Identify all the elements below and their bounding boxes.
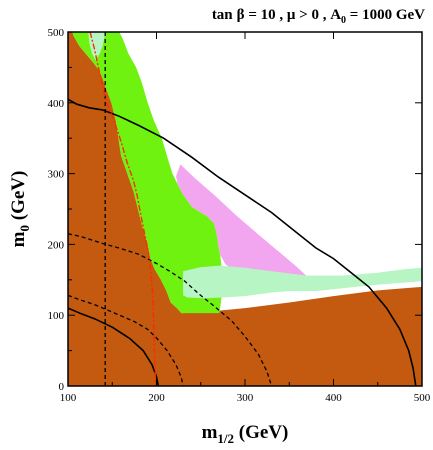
title-eq1: = 10 , [245,7,287,23]
x-tick-label-300: 300 [237,392,254,404]
y-tick-label-500: 500 [48,27,65,39]
x-axis-label-sub: 1/2 [217,431,234,446]
x-axis-label-unit: (GeV) [234,422,288,443]
plot-area [68,32,422,386]
title-beta: β [237,7,245,23]
y-tick-label-0: 0 [59,381,65,393]
y-tick-label-400: 400 [48,98,65,110]
x-tick-label-400: 400 [325,392,342,404]
title-eq2: = 1000 GeV [346,7,425,23]
y-axis-label-main: m [8,231,29,247]
dashed-contour-upper [68,233,273,386]
light-green-band [183,265,422,299]
dashed-contour-lower [68,294,184,386]
x-axis-label: m1/2 (GeV) [202,422,289,446]
y-axis-label: m0 (GeV) [8,171,32,248]
red-dashdot-contour [89,32,157,386]
x-tick-label-500: 500 [414,392,431,404]
light-green-top-sliver [88,32,106,61]
title-mu: μ [287,7,296,23]
y-axis-label-sub: 0 [17,225,32,232]
black-contour-upper [68,98,417,386]
x-tick-label-100: 100 [60,392,77,404]
y-tick-label-300: 300 [48,169,65,181]
x-tick-label-200: 200 [148,392,165,404]
chart-title: tan β = 10 , μ > 0 , A0 = 1000 GeV [212,7,425,26]
title-gt: > 0 , A [295,7,341,23]
y-tick-label-200: 200 [48,239,65,251]
brown-excluded-region [68,32,422,386]
green-band-region [68,32,223,314]
x-axis-label-main: m [202,422,218,443]
title-a-sub: 0 [341,15,346,26]
y-tick-label-100: 100 [48,310,65,322]
y-axis-label-unit: (GeV) [8,171,29,225]
title-tan: tan [212,7,233,23]
pink-region [176,164,313,282]
